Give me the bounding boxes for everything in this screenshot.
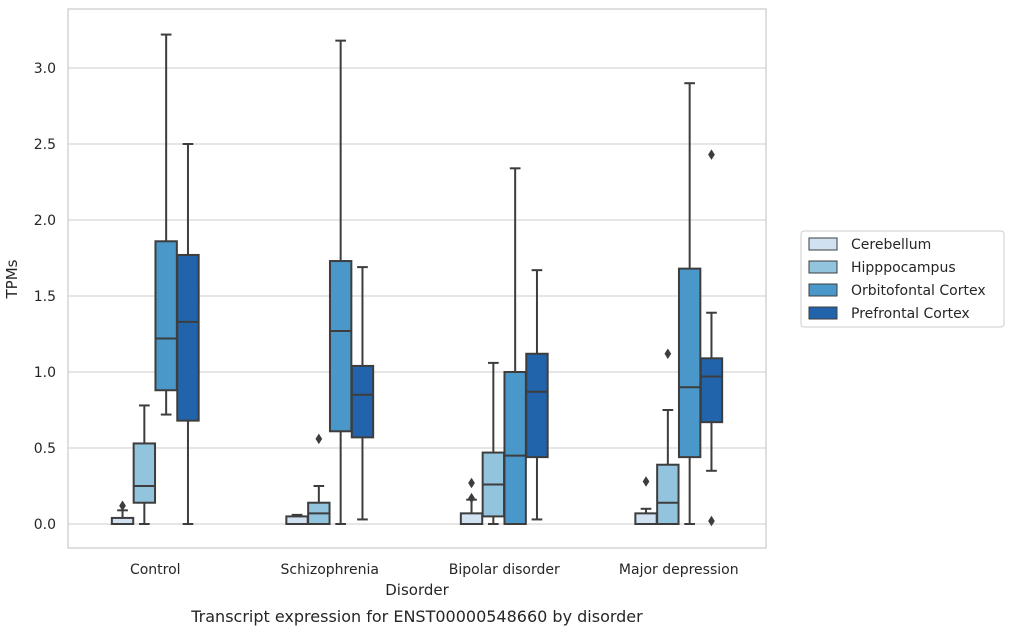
legend-swatch: [808, 283, 838, 297]
y-tick-label: 3.0: [34, 61, 56, 77]
y-tick-label: 1.5: [34, 289, 56, 305]
y-tick-label: 0.5: [34, 441, 56, 457]
flier-point: [708, 515, 715, 527]
flier-point: [468, 492, 475, 504]
box-iqr: [132, 442, 157, 504]
box-iqr: [154, 240, 178, 392]
y-tick-labels: 0.0 0.5 1.0 1.5 2.0 2.5 3.0: [34, 61, 56, 533]
chart-caption: Transcript expression for ENST0000054866…: [190, 607, 643, 626]
box-iqr: [285, 515, 309, 526]
box-iqr: [656, 463, 680, 525]
flier-point: [664, 348, 672, 360]
box-group: [699, 149, 724, 527]
y-tick-label: 0.0: [34, 517, 56, 533]
legend-swatch: [808, 237, 838, 251]
box-group: [634, 476, 658, 525]
box-iqr: [634, 512, 658, 525]
box-group: [132, 404, 157, 525]
box-group: [285, 513, 309, 526]
y-tick-label: 2.0: [34, 213, 56, 229]
legend-item: Prefrontal Cortex: [808, 306, 970, 322]
box-group: [176, 143, 200, 525]
flier-point: [642, 476, 650, 487]
box-iqr: [350, 364, 375, 439]
box-group: [481, 361, 506, 525]
flier-point: [119, 500, 126, 512]
flier-point: [315, 433, 323, 445]
box-layer: [110, 33, 724, 527]
box-group: [656, 348, 680, 525]
legend-item: Cerebellum: [808, 237, 931, 253]
x-tick-label: Control: [130, 562, 181, 578]
x-tick-label: Schizophrenia: [281, 562, 379, 578]
box-iqr: [677, 267, 702, 459]
box-group: [503, 167, 527, 525]
legend-label: Orbitofontal Cortex: [851, 283, 986, 299]
x-axis-label: Disorder: [385, 581, 449, 599]
legend-label: Hipppocampus: [851, 260, 956, 276]
plot-frame: [67, 8, 767, 549]
x-tick-label: Major depression: [619, 562, 739, 578]
box-group: [328, 39, 353, 525]
box-group: [459, 477, 484, 525]
legend-frame: [800, 230, 1005, 328]
box-iqr: [503, 371, 527, 525]
box-iqr: [459, 512, 484, 525]
box-group: [307, 433, 331, 526]
legend-label: Prefrontal Cortex: [851, 306, 970, 322]
x-tick-label: Bipolar disorder: [449, 562, 560, 578]
box-iqr: [525, 352, 549, 459]
y-axis-label: TPMs: [3, 259, 21, 299]
box-group: [110, 500, 135, 525]
y-tick-label: 2.5: [34, 137, 56, 153]
legend: Cerebellum Hipppocampus Orbitofontal Corte…: [800, 230, 1005, 328]
x-tick-labels: Control Schizophrenia Bipolar disorder Majo…: [130, 562, 739, 578]
box-iqr: [176, 253, 200, 422]
legend-label: Cerebellum: [851, 237, 931, 253]
box-group: [677, 82, 702, 525]
flier-point: [468, 477, 475, 489]
legend-item: Orbitofontal Cortex: [808, 283, 986, 299]
y-tick-label: 1.0: [34, 365, 56, 381]
box-group: [525, 269, 549, 521]
flier-point: [708, 149, 715, 160]
legend-swatch: [808, 260, 838, 274]
box-iqr: [328, 260, 353, 433]
box-group: [350, 266, 375, 521]
legend-item: Hipppocampus: [808, 260, 956, 276]
legend-swatch: [808, 306, 838, 320]
box-group: [154, 33, 178, 416]
box-iqr: [699, 357, 724, 424]
